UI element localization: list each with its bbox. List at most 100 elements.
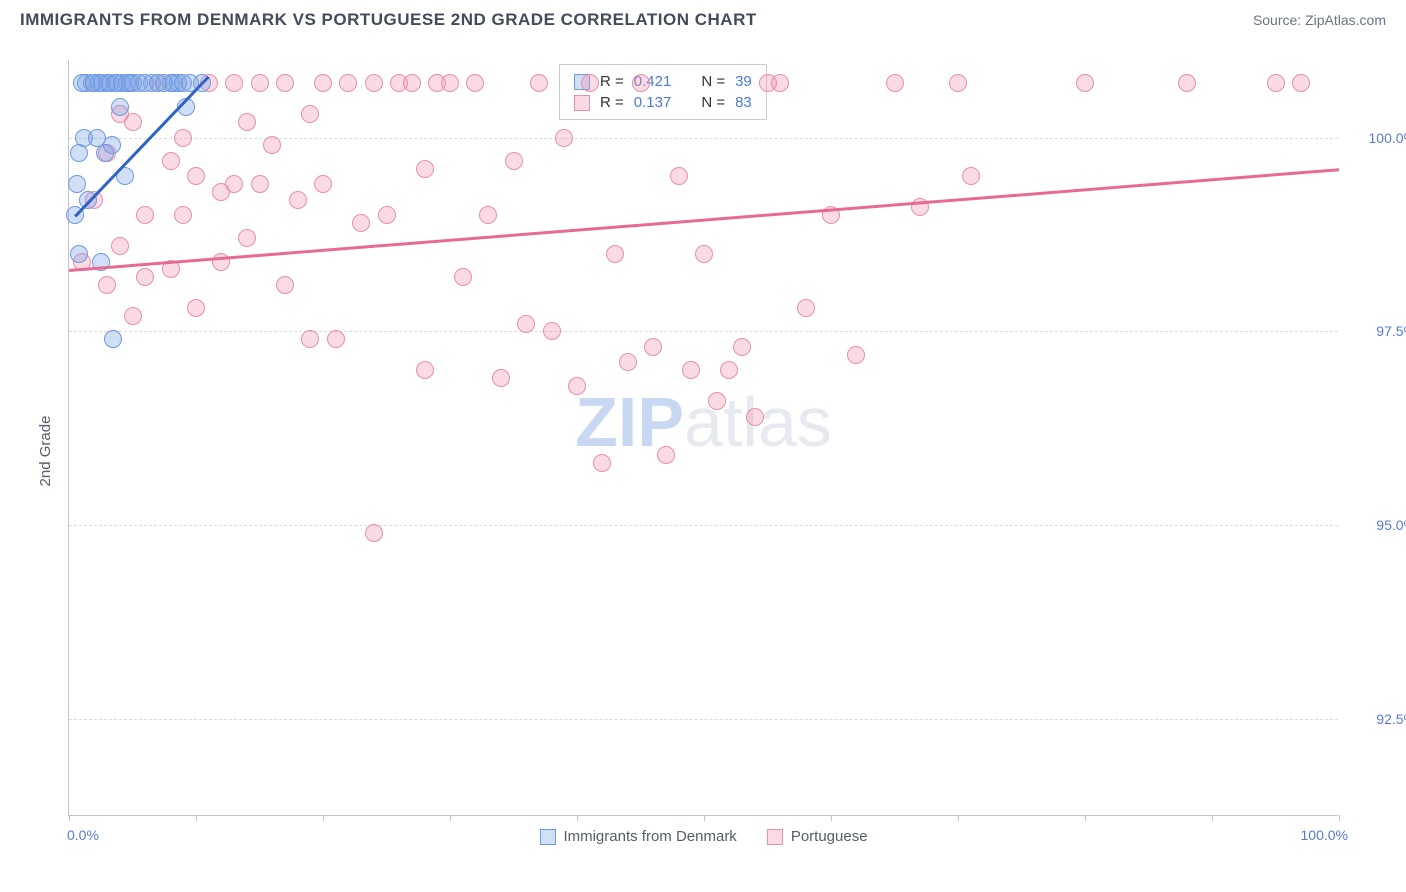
scatter-point	[1267, 74, 1285, 92]
chart-header: IMMIGRANTS FROM DENMARK VS PORTUGUESE 2N…	[0, 0, 1406, 36]
scatter-point	[174, 129, 192, 147]
scatter-point	[416, 361, 434, 379]
gridline-h	[69, 138, 1338, 139]
trend-line	[74, 76, 209, 217]
scatter-point	[327, 330, 345, 348]
scatter-point	[416, 160, 434, 178]
scatter-point	[276, 74, 294, 92]
chart-title: IMMIGRANTS FROM DENMARK VS PORTUGUESE 2N…	[20, 10, 757, 30]
scatter-point	[543, 322, 561, 340]
gridline-h	[69, 331, 1338, 332]
x-tick	[1339, 815, 1340, 821]
scatter-point	[104, 330, 122, 348]
y-tick-label: 92.5%	[1376, 711, 1406, 727]
scatter-point	[187, 167, 205, 185]
scatter-point	[771, 74, 789, 92]
legend-item: Portuguese	[767, 828, 868, 845]
legend-n-label: N =	[701, 94, 725, 111]
scatter-point	[1178, 74, 1196, 92]
x-tick	[1085, 815, 1086, 821]
scatter-point	[136, 206, 154, 224]
scatter-point	[187, 299, 205, 317]
scatter-point	[568, 377, 586, 395]
x-axis-max-label: 100.0%	[1301, 827, 1348, 843]
scatter-point	[238, 113, 256, 131]
scatter-point	[174, 206, 192, 224]
x-tick	[323, 815, 324, 821]
scatter-point	[162, 152, 180, 170]
plot-region: ZIPatlas R =0.421N =39R =0.137N =83 Immi…	[68, 60, 1338, 816]
legend-series-name: Portuguese	[791, 828, 868, 845]
legend-series-name: Immigrants from Denmark	[563, 828, 736, 845]
scatter-point	[301, 330, 319, 348]
chart-area: 2nd Grade ZIPatlas R =0.421N =39R =0.137…	[20, 40, 1386, 862]
legend-item: Immigrants from Denmark	[539, 828, 736, 845]
scatter-point	[466, 74, 484, 92]
scatter-point	[441, 74, 459, 92]
scatter-point	[454, 268, 472, 286]
scatter-point	[632, 74, 650, 92]
scatter-point	[403, 74, 421, 92]
scatter-point	[98, 276, 116, 294]
scatter-point	[111, 98, 129, 116]
gridline-h	[69, 525, 1338, 526]
scatter-point	[365, 524, 383, 542]
x-tick	[831, 815, 832, 821]
x-tick	[958, 815, 959, 821]
scatter-point	[124, 307, 142, 325]
x-tick	[577, 815, 578, 821]
x-tick	[704, 815, 705, 821]
scatter-point	[746, 408, 764, 426]
scatter-point	[606, 245, 624, 263]
scatter-point	[708, 392, 726, 410]
scatter-point	[682, 361, 700, 379]
x-tick	[69, 815, 70, 821]
legend-row: R =0.421N =39	[574, 71, 752, 92]
scatter-point	[962, 167, 980, 185]
scatter-point	[720, 361, 738, 379]
scatter-point	[505, 152, 523, 170]
scatter-point	[619, 353, 637, 371]
scatter-point	[339, 74, 357, 92]
chart-source: Source: ZipAtlas.com	[1253, 12, 1386, 28]
scatter-point	[670, 167, 688, 185]
scatter-point	[365, 74, 383, 92]
x-tick	[1212, 815, 1213, 821]
series-legend: Immigrants from Denmark Portuguese	[539, 828, 867, 845]
y-axis-label: 2nd Grade	[37, 416, 54, 487]
scatter-point	[530, 74, 548, 92]
scatter-point	[1292, 74, 1310, 92]
scatter-point	[111, 237, 129, 255]
scatter-point	[733, 338, 751, 356]
scatter-point	[886, 74, 904, 92]
scatter-point	[212, 253, 230, 271]
legend-n-value: 83	[735, 94, 752, 111]
scatter-point	[644, 338, 662, 356]
scatter-point	[517, 315, 535, 333]
legend-n-value: 39	[735, 73, 752, 90]
x-tick	[196, 815, 197, 821]
scatter-point	[593, 454, 611, 472]
scatter-point	[70, 245, 88, 263]
scatter-point	[479, 206, 497, 224]
x-tick	[450, 815, 451, 821]
scatter-point	[289, 191, 307, 209]
scatter-point	[492, 369, 510, 387]
y-tick-label: 95.0%	[1376, 517, 1406, 533]
watermark: ZIPatlas	[575, 382, 832, 462]
scatter-point	[695, 245, 713, 263]
y-tick-label: 100.0%	[1369, 130, 1406, 146]
scatter-point	[301, 105, 319, 123]
scatter-point	[263, 136, 281, 154]
scatter-point	[314, 175, 332, 193]
scatter-point	[555, 129, 573, 147]
scatter-point	[225, 74, 243, 92]
scatter-point	[314, 74, 332, 92]
y-tick-label: 97.5%	[1376, 323, 1406, 339]
scatter-point	[1076, 74, 1094, 92]
x-axis-min-label: 0.0%	[67, 827, 99, 843]
scatter-point	[352, 214, 370, 232]
legend-r-label: R =	[600, 94, 624, 111]
scatter-point	[103, 136, 121, 154]
scatter-point	[225, 175, 243, 193]
